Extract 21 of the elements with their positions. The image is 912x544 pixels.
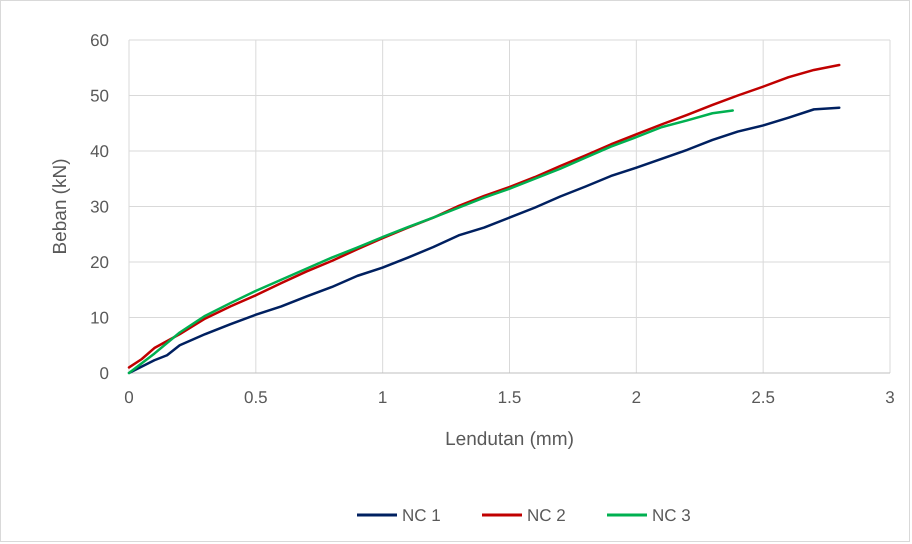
x-tick-label: 2 <box>632 388 642 407</box>
x-tick-label: 0.5 <box>244 388 268 407</box>
line-series <box>128 106 841 374</box>
y-tick-label: 40 <box>90 142 109 161</box>
y-axis-title: Beban (kN) <box>50 158 71 255</box>
legend-label: NC 1 <box>402 506 441 525</box>
y-tick-label: 50 <box>90 86 109 106</box>
line-series <box>128 109 734 374</box>
x-tick-label: 2.5 <box>751 388 775 407</box>
x-tick-label: 1 <box>378 388 388 407</box>
x-tick-label: 3 <box>885 388 895 407</box>
y-tick-label: 60 <box>90 31 109 50</box>
legend-label: NC 3 <box>652 506 691 525</box>
x-tick-label: 1.5 <box>498 388 522 407</box>
y-tick-label: 20 <box>90 253 109 272</box>
y-tick-label: 0 <box>100 364 109 383</box>
y-tick-label: 30 <box>90 198 109 216</box>
x-axis-title: Lendutan (mm) <box>445 429 574 450</box>
legend-label: NC 2 <box>527 506 566 525</box>
y-tick-label: 10 <box>90 308 109 328</box>
x-tick-label: 0 <box>124 388 134 407</box>
